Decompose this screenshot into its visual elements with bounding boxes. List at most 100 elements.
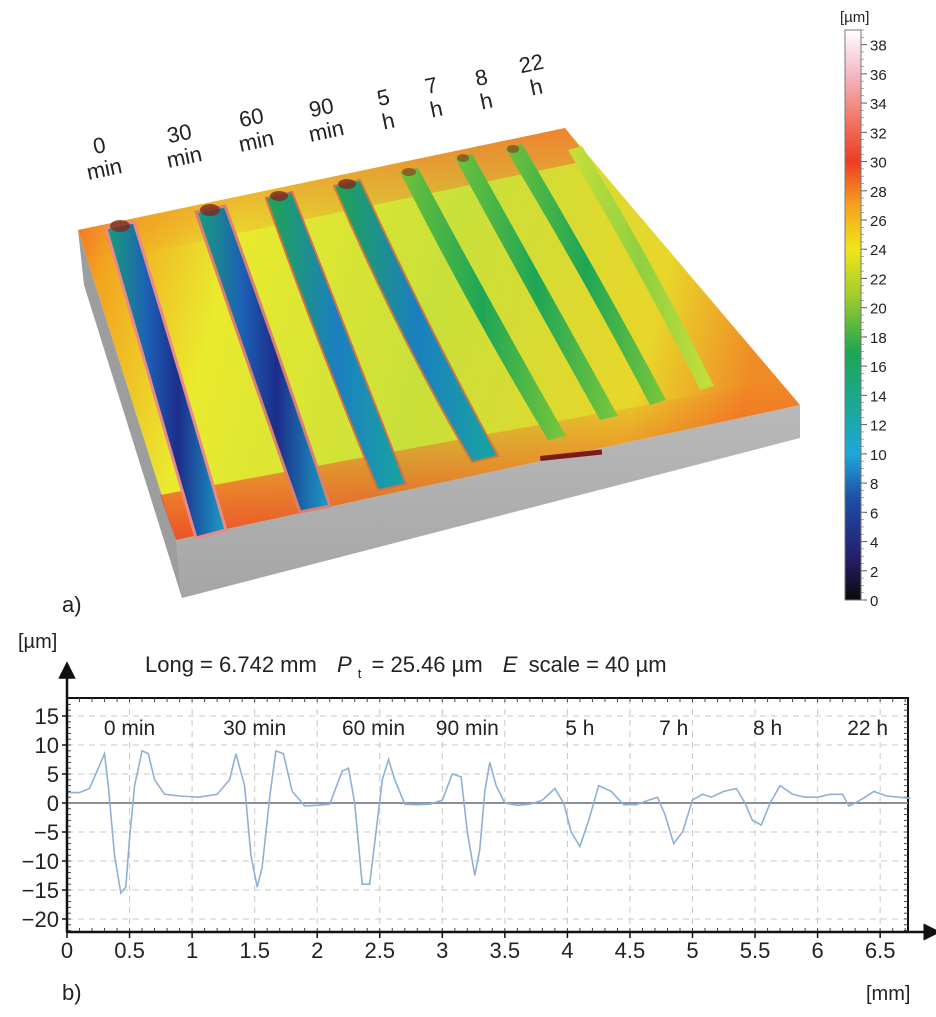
y-tick-label: 5	[47, 762, 59, 787]
colorbar-tick-label: 20	[870, 301, 887, 318]
panel-a-3d-surface: 0 min 30 min 60 min 90 min 5 h 7 h 8 h 22 h a) [µm] 38 3…	[62, 9, 887, 617]
colorbar-tick-label: 38	[870, 38, 887, 55]
groove-time-label: 8 h	[753, 717, 782, 740]
groove-0min	[104, 220, 228, 540]
x-tick-label: 3	[436, 938, 448, 963]
svg-text:7: 7	[423, 72, 440, 99]
panel-a-label: a)	[62, 592, 82, 617]
x-axis-unit: [mm]	[866, 983, 910, 1005]
svg-text:h: h	[428, 96, 445, 123]
colorbar-tick-label: 4	[870, 535, 878, 552]
svg-text:8: 8	[473, 64, 490, 91]
colorbar-tick-label: 0	[870, 593, 878, 610]
x-tick-label: 2	[311, 938, 323, 963]
y-tick-label: 15	[35, 704, 59, 729]
svg-text:60: 60	[237, 103, 266, 133]
y-axis-unit: [µm]	[18, 631, 57, 653]
y-tick-label: −20	[22, 907, 59, 932]
svg-text:22: 22	[517, 49, 546, 79]
groove-time-annotations: 0 min 30 min 60 min 90 min 5 h 7 h 8 h 22 h	[104, 717, 888, 740]
groove-5h	[400, 168, 566, 440]
x-tick-label: 2.5	[364, 938, 395, 963]
plate-left-face	[78, 230, 182, 598]
groove-time-label: 7 h	[659, 717, 688, 740]
y-tick-labels: 15 10 5 0 −5 −10 −15 −20	[22, 704, 67, 932]
x-tick-label: 0	[61, 938, 73, 963]
x-tick-label: 1.5	[239, 938, 270, 963]
chart-header: Long = 6.742 mm P t = 25.46 µm E scale =…	[145, 652, 667, 683]
colorbar-tick-label: 18	[870, 330, 887, 347]
colorbar-tick-label: 22	[870, 271, 887, 288]
svg-text:h: h	[528, 74, 545, 101]
groove-60min	[264, 190, 408, 492]
groove-label: 22h	[517, 49, 546, 101]
panel-b-label: b)	[62, 980, 82, 1005]
colorbar-tick-label: 10	[870, 447, 887, 464]
groove-label: 8h	[473, 64, 495, 114]
groove-7h	[455, 154, 618, 420]
groove-label: 5h	[375, 84, 397, 134]
y-tick-label: 10	[35, 733, 59, 758]
x-tick-label: 5	[686, 938, 698, 963]
colorbar-tick-label: 12	[870, 418, 887, 435]
colorbar-tick-label: 34	[870, 96, 887, 113]
groove-30min	[194, 204, 332, 514]
colorbar-tick-label: 32	[870, 125, 887, 142]
groove-8h	[505, 144, 666, 405]
svg-text:h: h	[478, 88, 495, 115]
colorbar-tick-label: 14	[870, 388, 887, 405]
groove-time-label: 5 h	[565, 717, 594, 740]
colorbar-tick-label: 16	[870, 359, 887, 376]
groove-time-label: 60 min	[342, 717, 405, 740]
x-tick-label: 6	[811, 938, 823, 963]
x-tick-label: 3.5	[490, 938, 521, 963]
svg-text:h: h	[380, 108, 397, 135]
x-tick-label: 4.5	[615, 938, 646, 963]
colorbar-tick-label: 24	[870, 242, 887, 259]
y-tick-label: −5	[34, 820, 59, 845]
colorbar-tick-label: 36	[870, 67, 887, 84]
groove-time-label: 22 h	[847, 717, 888, 740]
colorbar-unit: [µm]	[840, 9, 869, 26]
colorbar-tick-label: 30	[870, 155, 887, 172]
colorbar-tick-label: 6	[870, 505, 878, 522]
x-tick-label: 5.5	[740, 938, 771, 963]
groove-time-label: 0 min	[104, 717, 155, 740]
plate-front-face	[176, 405, 800, 598]
profile-plot: [µm] Long = 6.742 mm P t = 25.46 µm E sc…	[18, 631, 936, 1005]
panel-b-profile-chart: [µm] Long = 6.742 mm P t = 25.46 µm E sc…	[0, 620, 936, 1017]
x-tick-label: 1	[186, 938, 198, 963]
svg-text:90: 90	[307, 93, 336, 123]
groove-label: 7h	[423, 72, 445, 122]
minor-ticks	[66, 698, 908, 932]
x-tick-labels: 0 0.5 1 1.5 2 2.5 3 3.5 4 4.5 5 5.5 6 6.5	[61, 932, 896, 963]
profile-curve	[67, 749, 911, 895]
y-tick-label: −15	[22, 878, 59, 903]
svg-text:5: 5	[375, 84, 392, 111]
svg-text:0: 0	[91, 132, 108, 159]
x-tick-label: 0.5	[114, 938, 145, 963]
colorbar-tick-label: 28	[870, 184, 887, 201]
colorbar-tick-label: 2	[870, 564, 878, 581]
svg-text:min: min	[84, 153, 124, 185]
colorbar-tick-label: 26	[870, 213, 887, 230]
groove-90min	[332, 178, 500, 464]
colorbar-gradient	[844, 29, 862, 601]
x-tick-label: 6.5	[865, 938, 896, 963]
y-tick-label: 0	[47, 791, 59, 816]
groove-time-label: 90 min	[436, 717, 499, 740]
colorbar-tick-label: 8	[870, 476, 878, 493]
y-tick-label: −10	[22, 849, 59, 874]
x-tick-label: 4	[561, 938, 573, 963]
svg-text:30: 30	[165, 119, 194, 149]
groove-time-label: 30 min	[223, 717, 286, 740]
grooves	[104, 144, 714, 540]
